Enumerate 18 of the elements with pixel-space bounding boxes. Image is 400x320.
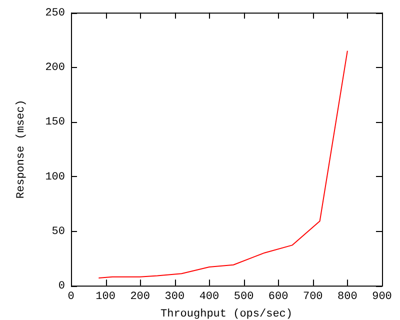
y-tick-label: 0	[58, 280, 66, 293]
x-tick-label: 400	[199, 291, 220, 304]
x-axis-title: Throughput (ops/sec)	[160, 308, 293, 320]
y-tick-label: 250	[45, 8, 66, 20]
y-tick-label: 50	[52, 226, 66, 238]
x-tick-label: 300	[164, 291, 185, 304]
x-tick-label: 200	[130, 291, 150, 304]
x-tick-label: 600	[268, 291, 288, 304]
x-tick-label: 800	[338, 291, 358, 304]
x-tick-label: 700	[302, 291, 323, 304]
x-tick-label: 500	[234, 291, 254, 304]
y-tick-label: 150	[45, 116, 66, 129]
x-tick-label: 100	[96, 291, 116, 304]
x-tick-label: 0	[68, 291, 74, 304]
y-tick-label: 100	[45, 171, 66, 184]
x-tick-label: 900	[372, 291, 392, 304]
y-axis-title: Response (msec)	[16, 100, 28, 199]
y-tick-label: 200	[45, 62, 66, 74]
